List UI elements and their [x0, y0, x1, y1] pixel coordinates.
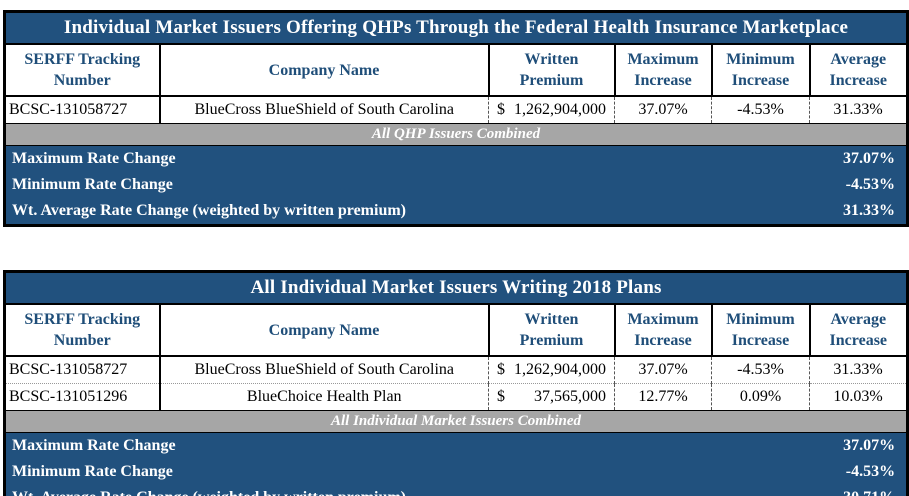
col-header-line: Maximum	[627, 311, 699, 328]
qhp-table-title: Individual Market Issuers Offering QHPs …	[3, 10, 909, 45]
company-name-cell: BlueChoice Health Plan	[159, 383, 489, 411]
col-header-line: Premium	[519, 72, 584, 89]
col-header-line: Premium	[519, 332, 584, 349]
summary-label: Wt. Average Rate Change (weighted by wri…	[4, 198, 810, 226]
col-header-line: Number	[53, 72, 111, 89]
col-header-line: Average	[830, 51, 887, 68]
summary-label: Minimum Rate Change	[4, 172, 810, 198]
summary-value: 31.33%	[809, 198, 908, 226]
col-header-company-name: Company Name	[158, 303, 490, 357]
accounting-format: $ 37,565,000	[490, 388, 613, 406]
col-header-line: Increase	[829, 332, 888, 349]
col-header-line: Maximum	[627, 51, 699, 68]
company-name-cell: BlueCross BlueShield of South Carolina	[159, 355, 489, 384]
company-name-cell: BlueCross BlueShield of South Carolina	[159, 95, 489, 124]
average-increase-cell: 10.03%	[808, 383, 909, 411]
serff-number-cell: BCSC-131058727	[4, 95, 161, 124]
col-header-line: Increase	[731, 332, 790, 349]
col-header-written-premium: Written Premium	[487, 303, 616, 357]
serff-number-cell: BCSC-131058727	[4, 355, 161, 384]
summary-value: 37.07%	[809, 432, 908, 459]
accounting-format: $ 1,262,904,000	[490, 101, 613, 119]
written-premium-cell: $ 1,262,904,000	[488, 95, 615, 124]
summary-row: Maximum Rate Change 37.07%	[4, 145, 908, 172]
maximum-increase-cell: 12.77%	[614, 383, 712, 411]
premium-amount: 1,262,904,000	[514, 361, 606, 378]
col-header-written-premium: Written Premium	[487, 43, 616, 97]
written-premium-cell: $ 1,262,904,000	[488, 355, 615, 384]
minimum-increase-cell: 0.09%	[711, 383, 810, 411]
summary-row: Minimum Rate Change -4.53%	[4, 172, 908, 198]
premium-amount: 1,262,904,000	[514, 101, 606, 118]
summary-value: -4.53%	[809, 459, 908, 485]
summary-row: Maximum Rate Change 37.07%	[4, 432, 908, 459]
table-row: BCSC-131051296 BlueChoice Health Plan $ …	[4, 383, 909, 411]
col-header-company-name: Company Name	[158, 43, 490, 97]
summary-row: Minimum Rate Change -4.53%	[4, 459, 908, 485]
currency-symbol: $	[497, 388, 505, 405]
col-header-line: Increase	[829, 72, 887, 89]
summary-value: -4.53%	[809, 172, 908, 198]
summary-label: Minimum Rate Change	[4, 459, 810, 485]
summary-row: Wt. Average Rate Change (weighted by wri…	[4, 198, 908, 226]
minimum-increase-cell: -4.53%	[711, 355, 810, 384]
summary-value: 30.71%	[809, 485, 908, 496]
col-header-line: Company Name	[268, 61, 380, 79]
col-header-line: Written	[524, 51, 579, 68]
col-header-serff-tracking-number: SERFF Tracking Number	[3, 43, 161, 97]
col-header-minimum-increase: Minimum Increase	[710, 303, 811, 357]
serff-number-cell: BCSC-131051296	[4, 383, 161, 411]
premium-amount: 37,565,000	[534, 388, 606, 405]
summary-label: Wt. Average Rate Change (weighted by wri…	[4, 485, 810, 496]
col-header-maximum-increase: Maximum Increase	[613, 303, 713, 357]
table-row: BCSC-131058727 BlueCross BlueShield of S…	[4, 355, 909, 384]
all-individual-market-issuers-table: All Individual Market Issuers Writing 20…	[3, 270, 909, 496]
col-header-line: SERFF Tracking	[24, 51, 141, 68]
col-header-line: Number	[53, 332, 111, 349]
col-header-average-increase: Average Increase	[808, 43, 909, 97]
summary-row: Wt. Average Rate Change (weighted by wri…	[4, 485, 908, 496]
col-header-line: Increase	[731, 72, 790, 89]
table-row: BCSC-131058727 BlueCross BlueShield of S…	[4, 95, 908, 124]
summary-label: Maximum Rate Change	[4, 432, 810, 459]
col-header-line: Company Name	[268, 321, 380, 339]
col-header-line: Increase	[634, 332, 692, 349]
combined-band-label: All QHP Issuers Combined	[4, 123, 908, 146]
col-header-average-increase: Average Increase	[808, 303, 909, 357]
col-header-line: Increase	[634, 72, 692, 89]
currency-symbol: $	[497, 361, 505, 378]
col-header-serff-tracking-number: SERFF Tracking Number	[3, 303, 161, 357]
col-header-line: Minimum	[726, 311, 795, 328]
minimum-increase-cell: -4.53%	[711, 95, 810, 124]
maximum-increase-cell: 37.07%	[614, 95, 712, 124]
col-header-line: Average	[830, 311, 887, 328]
col-header-line: SERFF Tracking	[24, 311, 141, 328]
summary-label: Maximum Rate Change	[4, 145, 810, 172]
average-increase-cell: 31.33%	[808, 355, 909, 384]
col-header-maximum-increase: Maximum Increase	[613, 43, 713, 97]
combined-band-label: All Individual Market Issuers Combined	[3, 410, 909, 433]
average-increase-cell: 31.33%	[809, 95, 908, 124]
col-header-line: Written	[524, 311, 579, 328]
currency-symbol: $	[497, 101, 505, 118]
summary-value: 37.07%	[809, 145, 908, 172]
written-premium-cell: $ 37,565,000	[488, 383, 615, 411]
qhp-issuers-table: Individual Market Issuers Offering QHPs …	[3, 10, 909, 227]
col-header-line: Minimum	[726, 51, 795, 68]
col-header-minimum-increase: Minimum Increase	[710, 43, 811, 97]
all-issuers-table-title: All Individual Market Issuers Writing 20…	[3, 270, 909, 305]
maximum-increase-cell: 37.07%	[614, 355, 712, 384]
accounting-format: $ 1,262,904,000	[490, 361, 613, 379]
